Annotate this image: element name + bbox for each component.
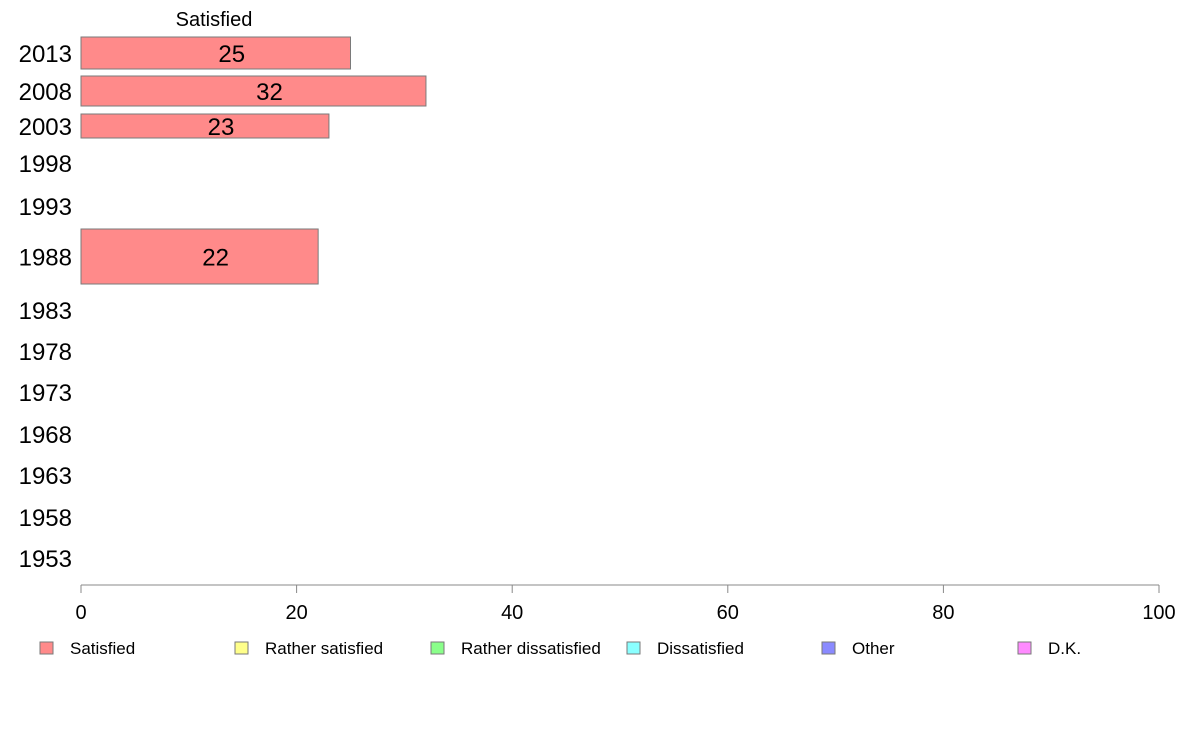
y-tick-label: 1968	[19, 422, 72, 449]
bar-satisfied	[80, 113, 330, 139]
y-tick-label: 1978	[19, 339, 72, 366]
legend-label: Other	[852, 639, 895, 658]
x-tick-label: 0	[75, 602, 86, 624]
y-tick-label: 1983	[19, 298, 72, 325]
x-tick-label: 20	[285, 602, 307, 624]
legend-label: Satisfied	[70, 639, 135, 658]
x-tick-label: 80	[932, 602, 954, 624]
y-tick-label: 1953	[19, 546, 72, 573]
x-tick-label: 60	[717, 602, 739, 624]
legend-swatch	[821, 641, 836, 655]
legend-swatch	[1017, 641, 1032, 655]
legend-swatch	[39, 641, 54, 655]
y-tick-label: 1993	[19, 194, 72, 221]
y-tick-label: 2013	[19, 41, 72, 68]
legend-swatch	[430, 641, 445, 655]
y-tick-label: 1958	[19, 505, 72, 532]
y-tick-label: 1973	[19, 380, 72, 407]
y-tick-label: 2008	[19, 79, 72, 106]
y-tick-label: 1988	[19, 245, 72, 272]
x-tick-label: 40	[501, 602, 523, 624]
legend-label: Dissatisfied	[657, 639, 744, 658]
y-tick-label: 1998	[19, 151, 72, 178]
bar-value-label: 32	[256, 79, 283, 106]
bar-satisfied	[80, 228, 319, 285]
legend-label: D.K.	[1048, 639, 1081, 658]
legend-label: Rather satisfied	[265, 639, 383, 658]
x-tick-label: 100	[1142, 602, 1175, 624]
legend-swatch	[234, 641, 249, 655]
bar-value-label: 22	[202, 245, 229, 272]
column-header: Satisfied	[176, 9, 253, 31]
legend-label: Rather dissatisfied	[461, 639, 601, 658]
bar-value-label: 25	[218, 41, 245, 68]
bar-satisfied	[80, 36, 351, 70]
legend-swatch	[626, 641, 641, 655]
y-tick-label: 2003	[19, 114, 72, 141]
bar-satisfied	[80, 75, 427, 107]
y-tick-label: 1963	[19, 463, 72, 490]
bar-value-label: 23	[208, 114, 235, 141]
